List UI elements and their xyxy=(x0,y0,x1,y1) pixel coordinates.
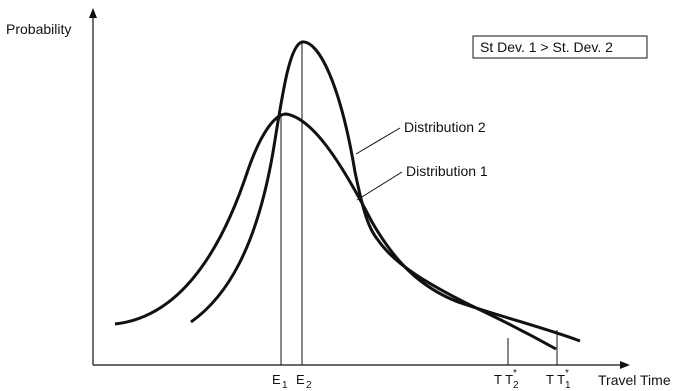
tick-tt1-sub: 1 xyxy=(565,380,571,391)
y-axis-label: Probability xyxy=(6,21,71,37)
distribution-2-curve xyxy=(190,40,557,351)
tick-e1-sub: 1 xyxy=(282,380,288,391)
legend-box xyxy=(472,35,648,59)
distribution-1-label: Distribution 1 xyxy=(406,163,488,179)
tick-e2-base: E xyxy=(296,372,305,387)
y-axis-arrow xyxy=(89,8,97,18)
distribution-1-leader xyxy=(356,171,403,201)
tick-e1-base: E xyxy=(272,372,281,387)
tick-tt2-sub: 2 xyxy=(513,380,519,391)
x-axis-arrow xyxy=(620,361,630,369)
tick-e2-sub: 2 xyxy=(306,380,312,391)
legend-box-text: St Dev. 1 > St. Dev. 2 xyxy=(480,39,613,55)
tick-e2: E 2 xyxy=(296,372,312,391)
tick-tt2-sup: * xyxy=(513,368,517,379)
distribution-1-curve xyxy=(114,112,581,343)
tick-tt1-sup: * xyxy=(565,368,569,379)
tick-tt1: T T * 1 xyxy=(546,368,571,391)
axes xyxy=(89,8,630,369)
x-axis-label: Travel Time xyxy=(598,372,671,388)
tick-e1: E 1 xyxy=(272,372,288,391)
tick-tt2: T T * 2 xyxy=(494,368,519,391)
distribution-2-label: Distribution 2 xyxy=(404,119,486,135)
distribution-2-leader xyxy=(355,127,401,155)
reference-lines xyxy=(280,42,558,365)
tick-tt1-base: T T xyxy=(546,372,565,387)
tick-tt2-base: T T xyxy=(494,372,513,387)
